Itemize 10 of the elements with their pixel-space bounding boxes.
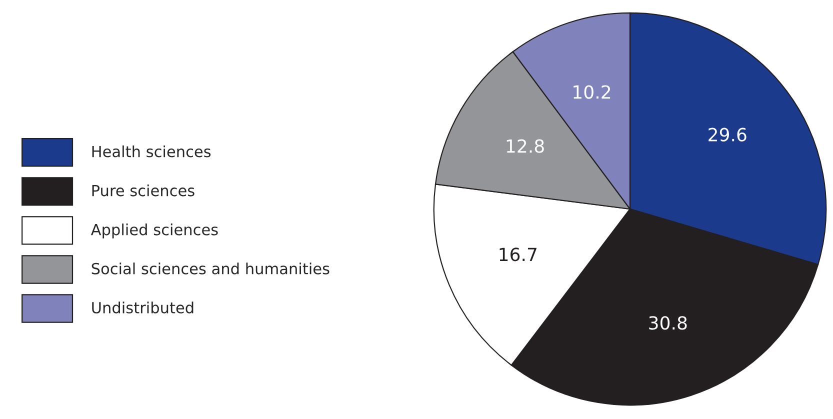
legend-label: Applied sciences [90, 224, 218, 238]
legend-label: Social sciences and humanities [92, 262, 330, 274]
legend-label: Pure sciences [92, 184, 194, 196]
data-label: 29.6 [708, 128, 746, 142]
data-label: 30.8 [649, 316, 687, 330]
legend-label: Health sciences [92, 145, 211, 158]
legend-label: Undistributed [92, 302, 194, 314]
data-label: 12.8 [506, 139, 544, 153]
data-label: 10.2 [574, 85, 610, 99]
data-label: 16.7 [500, 248, 536, 262]
